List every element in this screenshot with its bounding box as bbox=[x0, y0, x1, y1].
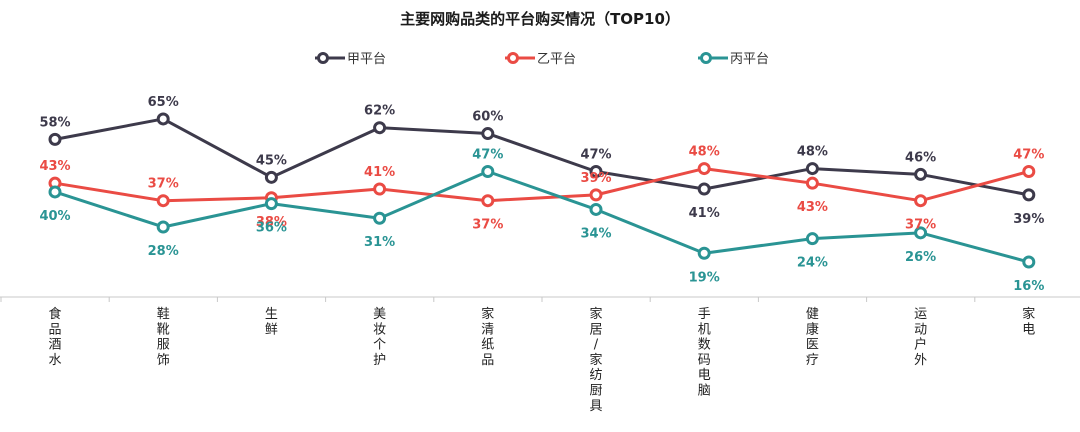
legend-swatch-marker bbox=[507, 52, 519, 64]
data-label: 31% bbox=[364, 235, 395, 250]
x-tick-label: 生鲜 bbox=[265, 307, 278, 337]
data-label: 37% bbox=[148, 177, 179, 192]
data-point bbox=[914, 226, 928, 240]
data-label: 48% bbox=[797, 145, 828, 160]
data-point bbox=[156, 220, 170, 234]
data-label: 26% bbox=[905, 250, 936, 265]
data-point bbox=[589, 188, 603, 202]
data-label: 48% bbox=[689, 145, 720, 160]
data-point bbox=[589, 165, 603, 178]
data-point bbox=[156, 112, 170, 126]
data-label: 58% bbox=[39, 115, 70, 130]
x-tick-label: 家清纸品 bbox=[481, 306, 494, 368]
data-label: 43% bbox=[39, 159, 70, 174]
data-label: 41% bbox=[364, 165, 395, 180]
data-point bbox=[373, 182, 387, 196]
data-label: 39% bbox=[1013, 212, 1044, 227]
series-line-0 bbox=[54, 117, 1030, 197]
data-point bbox=[481, 194, 495, 208]
data-label: 60% bbox=[472, 110, 503, 125]
x-tick-label: 家电 bbox=[1022, 306, 1035, 337]
data-label: 16% bbox=[1013, 279, 1044, 294]
x-tick-label: 运动户外 bbox=[914, 307, 927, 368]
data-point bbox=[1022, 188, 1036, 202]
data-label: 37% bbox=[905, 218, 936, 233]
data-point bbox=[697, 162, 711, 176]
data-label: 45% bbox=[256, 153, 287, 168]
data-point bbox=[48, 185, 62, 199]
legend-label: 丙平台 bbox=[730, 52, 769, 67]
legend-swatch-marker bbox=[700, 52, 712, 64]
data-label: 47% bbox=[580, 148, 611, 163]
data-point bbox=[1022, 255, 1036, 269]
data-point bbox=[48, 132, 62, 146]
data-point bbox=[156, 194, 170, 208]
data-label: 41% bbox=[689, 206, 720, 221]
x-tick-label: 鞋靴服饰 bbox=[157, 306, 170, 368]
data-point bbox=[373, 121, 387, 135]
data-point bbox=[805, 232, 819, 246]
chart-title: 主要网购品类的平台购买情况（TOP10） bbox=[400, 10, 680, 28]
data-point bbox=[1022, 165, 1036, 178]
x-tick-label: 手机数码电脑 bbox=[698, 307, 711, 399]
x-tick-label: 食品酒水 bbox=[48, 306, 61, 368]
x-tick-label: 家居/家纺厨具 bbox=[589, 306, 602, 414]
data-point bbox=[481, 165, 495, 178]
data-point bbox=[264, 170, 278, 184]
series-line-1 bbox=[54, 167, 1030, 203]
data-label: 46% bbox=[905, 150, 936, 165]
data-label: 65% bbox=[148, 95, 179, 110]
data-label: 40% bbox=[39, 209, 70, 224]
legend-label: 乙平台 bbox=[537, 52, 576, 67]
data-point bbox=[481, 127, 495, 141]
data-point bbox=[914, 167, 928, 181]
data-label: 62% bbox=[364, 104, 395, 119]
data-label: 39% bbox=[580, 171, 611, 186]
data-label: 28% bbox=[148, 244, 179, 259]
data-label: 47% bbox=[1013, 148, 1044, 163]
data-label: 37% bbox=[472, 218, 503, 233]
legend-swatch-marker bbox=[317, 52, 329, 64]
data-label: 24% bbox=[797, 256, 828, 271]
data-label: 47% bbox=[472, 148, 503, 163]
data-point bbox=[373, 211, 387, 225]
series-line-2 bbox=[54, 170, 1030, 264]
legend-item-0: 甲平台 bbox=[315, 52, 386, 67]
data-label: 38% bbox=[256, 215, 287, 230]
data-label: 19% bbox=[689, 270, 720, 285]
data-point bbox=[264, 197, 278, 211]
data-point bbox=[697, 182, 711, 196]
legend-item-2: 丙平台 bbox=[698, 52, 769, 67]
data-label: 34% bbox=[580, 226, 611, 241]
data-label: 43% bbox=[797, 200, 828, 215]
data-point bbox=[914, 194, 928, 208]
data-point bbox=[805, 162, 819, 176]
x-tick-label: 健康医疗 bbox=[806, 307, 819, 368]
data-label: 36% bbox=[256, 221, 287, 236]
data-point bbox=[589, 202, 603, 216]
legend-item-1: 乙平台 bbox=[505, 52, 576, 67]
data-point bbox=[805, 176, 819, 190]
legend-label: 甲平台 bbox=[347, 52, 386, 67]
x-tick-label: 美妆个护 bbox=[373, 307, 386, 368]
data-point bbox=[697, 246, 711, 260]
